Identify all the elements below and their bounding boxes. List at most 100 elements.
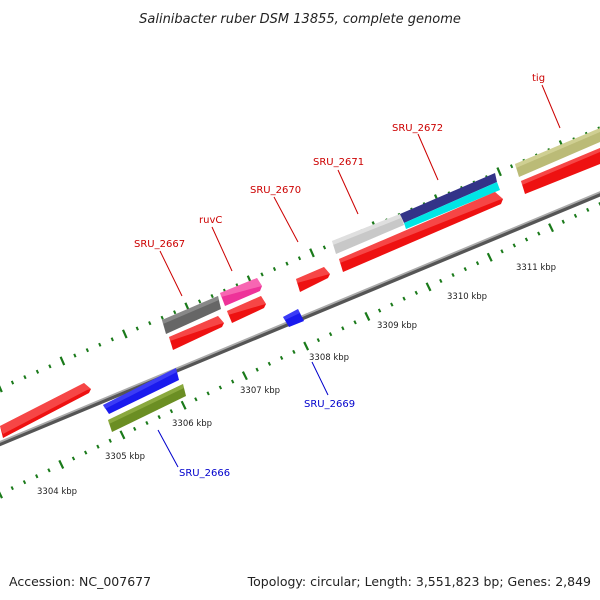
gene-label-ruvc: ruvC — [199, 215, 222, 226]
outer-track-minor-tick — [23, 375, 27, 380]
inner-track-minor-tick — [573, 213, 578, 218]
inner-track-major-tick — [486, 252, 493, 262]
outer-track-minor-tick — [10, 380, 15, 385]
orf-arrow-sru-2669[interactable] — [283, 309, 304, 327]
orf-arrow-sru-2667[interactable] — [169, 316, 224, 350]
inner-track-minor-tick — [47, 468, 51, 473]
tick-label-3305: 3305 kbp — [105, 452, 145, 462]
leader-tig — [541, 84, 561, 129]
outer-track-minor-tick — [110, 337, 114, 342]
inner-track-minor-tick — [586, 207, 590, 212]
inner-tick-track — [0, 202, 600, 499]
inner-track-minor-tick — [267, 361, 272, 366]
outer-track-minor-tick — [48, 364, 52, 369]
gene-label-tig: tig — [532, 73, 545, 84]
feature-sru-2666[interactable] — [108, 384, 186, 432]
inner-track-minor-tick — [524, 237, 529, 242]
outer-track-minor-tick — [285, 261, 289, 266]
orf-arrow-unlabeled[interactable] — [0, 383, 91, 438]
orf-arrow-ruvc[interactable] — [227, 296, 266, 323]
outer-track-minor-tick — [322, 245, 327, 250]
inner-track-minor-tick — [537, 231, 541, 236]
leader-sru-2669 — [311, 361, 329, 396]
feature-sru-2667[interactable] — [162, 296, 221, 334]
scale-labels: 3304 kbp 3305 kbp 3306 kbp 3307 kbp 3308… — [37, 263, 556, 497]
inner-track-minor-tick — [512, 243, 516, 248]
inner-track-minor-tick — [402, 296, 406, 301]
leader-sru-2666 — [157, 429, 179, 468]
outer-tick-track — [0, 126, 600, 393]
inner-track-minor-tick — [157, 414, 161, 420]
inner-track-major-tick — [0, 491, 3, 499]
leader-sru-2672 — [417, 133, 439, 181]
inner-track-minor-tick — [341, 326, 345, 331]
gene-label-sru-2667: SRU_2667 — [134, 239, 185, 250]
leader-sru-2667 — [159, 250, 183, 297]
inner-track-minor-tick — [292, 349, 296, 355]
inner-track-minor-tick — [206, 391, 210, 396]
inner-track-minor-tick — [96, 444, 100, 449]
outer-track-major-tick — [59, 356, 66, 366]
feature-sru-2671[interactable] — [332, 214, 404, 254]
gene-label-sru-2670: SRU_2670 — [250, 185, 301, 196]
inner-track-minor-tick — [108, 438, 112, 443]
inner-track-minor-tick — [500, 249, 504, 254]
tick-label-3311: 3311 kbp — [516, 263, 556, 273]
inner-track-minor-tick — [598, 202, 600, 207]
inner-track-minor-tick — [475, 261, 480, 266]
outer-track-minor-tick — [272, 267, 277, 272]
inner-track-minor-tick — [218, 385, 223, 390]
inner-track-major-tick — [548, 223, 554, 233]
outer-track-minor-tick — [148, 321, 152, 326]
inner-track-minor-tick — [316, 338, 321, 343]
feature-tig[interactable] — [515, 128, 600, 177]
tick-label-3306: 3306 kbp — [172, 419, 212, 429]
orf-arrow-sru-2666[interactable] — [103, 368, 179, 414]
tick-label-3304: 3304 kbp — [37, 487, 77, 497]
inner-track-minor-tick — [169, 409, 174, 414]
feature-ruvc[interactable] — [220, 278, 262, 306]
tick-label-3307: 3307 kbp — [240, 386, 280, 396]
feature-sru-2672[interactable] — [400, 173, 500, 229]
tick-label-3308: 3308 kbp — [309, 353, 349, 363]
outer-track-minor-tick — [35, 369, 40, 374]
tick-label-3309: 3309 kbp — [377, 321, 417, 331]
gene-label-sru-2671: SRU_2671 — [313, 157, 364, 168]
outer-track-minor-tick — [197, 299, 202, 304]
tick-label-3310: 3310 kbp — [447, 292, 487, 302]
inner-track-minor-tick — [390, 302, 394, 307]
inner-track-minor-tick — [255, 367, 259, 372]
inner-track-major-tick — [58, 459, 65, 469]
inner-track-minor-tick — [10, 486, 14, 491]
orf-arrow-sru-2671[interactable] — [339, 192, 503, 272]
gene-features — [0, 128, 600, 438]
inner-track-minor-tick — [353, 320, 357, 325]
accession-text: Accession: NC_007677 — [9, 574, 151, 589]
inner-track-minor-tick — [377, 308, 382, 313]
inner-track-minor-tick — [145, 420, 149, 426]
outer-track-minor-tick — [160, 315, 164, 320]
inner-track-minor-tick — [71, 456, 76, 461]
leader-ruvc — [211, 226, 233, 272]
outer-track-major-tick — [121, 329, 128, 339]
gene-label-leaders — [157, 84, 561, 468]
inner-track-minor-tick — [35, 474, 39, 479]
inner-track-minor-tick — [279, 355, 284, 360]
inner-track-major-tick — [241, 371, 248, 381]
inner-track-minor-tick — [22, 480, 27, 485]
outer-track-minor-tick — [210, 293, 214, 299]
gene-label-sru-2669: SRU_2669 — [304, 399, 355, 410]
inner-track-minor-tick — [439, 278, 443, 284]
inner-track-minor-tick — [230, 379, 235, 384]
inner-track-minor-tick — [414, 290, 418, 295]
inner-track-minor-tick — [451, 272, 455, 278]
gene-labels: SRU_2666 SRU_2667 ruvC SRU_2669 SRU_2670… — [134, 73, 545, 479]
orf-arrow-tig[interactable] — [521, 148, 600, 194]
inner-track-major-tick — [425, 282, 432, 292]
orf-arrow-sru-2670[interactable] — [296, 267, 330, 292]
inner-track-major-tick — [180, 400, 187, 410]
outer-track-minor-tick — [297, 256, 302, 261]
outer-track-major-tick — [496, 167, 502, 177]
